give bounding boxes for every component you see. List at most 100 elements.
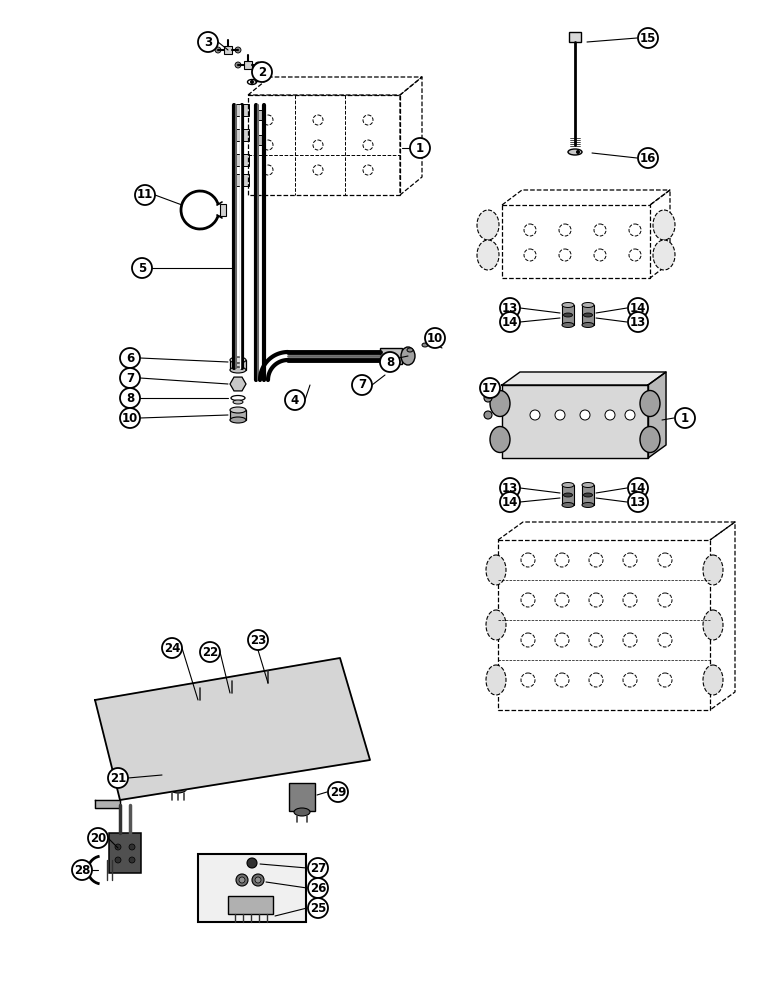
Text: 2: 2 [258, 66, 266, 79]
Text: 6: 6 [126, 352, 134, 364]
Circle shape [628, 312, 648, 332]
Bar [235, 154, 249, 166]
Circle shape [120, 388, 140, 408]
Text: 17: 17 [482, 381, 498, 394]
Circle shape [328, 782, 348, 802]
Circle shape [308, 858, 328, 878]
Circle shape [248, 630, 268, 650]
Circle shape [252, 874, 264, 886]
Text: 3: 3 [204, 35, 212, 48]
Circle shape [129, 844, 135, 850]
Circle shape [500, 298, 520, 318]
Ellipse shape [568, 149, 582, 155]
Text: 26: 26 [310, 882, 327, 894]
Bar [198, 854, 306, 922]
Circle shape [352, 375, 372, 395]
Circle shape [308, 878, 328, 898]
Text: 5: 5 [138, 261, 146, 274]
Ellipse shape [231, 395, 245, 400]
Circle shape [308, 898, 328, 918]
Circle shape [235, 47, 241, 53]
Text: 1: 1 [681, 412, 689, 424]
Ellipse shape [230, 357, 246, 363]
Ellipse shape [562, 483, 574, 488]
Circle shape [115, 857, 121, 863]
Bar [224, 46, 232, 54]
Text: 13: 13 [502, 302, 518, 314]
Bar [235, 104, 249, 116]
Bar [562, 485, 574, 505]
Bar [244, 61, 252, 69]
Ellipse shape [640, 426, 660, 452]
Text: 8: 8 [126, 391, 134, 404]
Circle shape [576, 150, 580, 154]
Circle shape [132, 258, 152, 278]
Circle shape [605, 410, 615, 420]
Ellipse shape [584, 493, 592, 497]
Text: 20: 20 [90, 832, 106, 844]
Ellipse shape [486, 665, 506, 695]
Text: 8: 8 [386, 356, 394, 368]
Text: 13: 13 [502, 482, 518, 494]
Bar [220, 204, 226, 216]
Circle shape [638, 28, 658, 48]
Bar [255, 135, 265, 145]
Bar [235, 129, 249, 141]
Ellipse shape [653, 240, 675, 270]
Circle shape [484, 394, 492, 402]
Bar [229, 693, 235, 703]
Ellipse shape [230, 417, 246, 423]
Circle shape [250, 80, 254, 84]
Text: 14: 14 [502, 495, 518, 508]
Circle shape [500, 312, 520, 332]
Text: 15: 15 [640, 31, 656, 44]
Ellipse shape [582, 483, 594, 488]
Bar [582, 485, 594, 505]
Bar [109, 833, 141, 873]
Circle shape [638, 148, 658, 168]
Ellipse shape [562, 302, 574, 308]
Circle shape [135, 185, 155, 205]
Text: 14: 14 [630, 302, 646, 314]
Ellipse shape [582, 302, 594, 308]
Polygon shape [95, 658, 370, 800]
Ellipse shape [169, 783, 187, 793]
Circle shape [500, 492, 520, 512]
Ellipse shape [490, 390, 510, 416]
Bar [164, 752, 192, 787]
Polygon shape [502, 385, 648, 458]
Text: 23: 23 [250, 634, 266, 647]
Circle shape [198, 32, 218, 52]
Ellipse shape [486, 610, 506, 640]
Ellipse shape [703, 555, 723, 585]
Text: 11: 11 [137, 188, 153, 202]
Text: 13: 13 [630, 316, 646, 328]
Circle shape [625, 410, 635, 420]
Circle shape [410, 138, 430, 158]
Ellipse shape [582, 502, 594, 508]
Ellipse shape [230, 367, 246, 373]
Circle shape [235, 62, 241, 68]
Polygon shape [95, 800, 120, 808]
Circle shape [484, 411, 492, 419]
Text: 27: 27 [310, 861, 326, 874]
Polygon shape [648, 372, 666, 458]
Circle shape [88, 828, 108, 848]
Circle shape [115, 844, 121, 850]
Circle shape [236, 874, 248, 886]
Text: 22: 22 [201, 646, 218, 658]
Circle shape [500, 478, 520, 498]
Text: 4: 4 [291, 393, 299, 406]
Bar [265, 683, 271, 693]
Text: 16: 16 [640, 151, 656, 164]
Circle shape [120, 368, 140, 388]
Ellipse shape [422, 343, 428, 347]
Ellipse shape [435, 338, 441, 342]
Circle shape [200, 642, 220, 662]
Circle shape [120, 408, 140, 428]
Ellipse shape [401, 347, 415, 365]
Bar [230, 360, 246, 370]
Circle shape [675, 408, 695, 428]
Text: 25: 25 [310, 902, 327, 914]
Circle shape [380, 352, 400, 372]
